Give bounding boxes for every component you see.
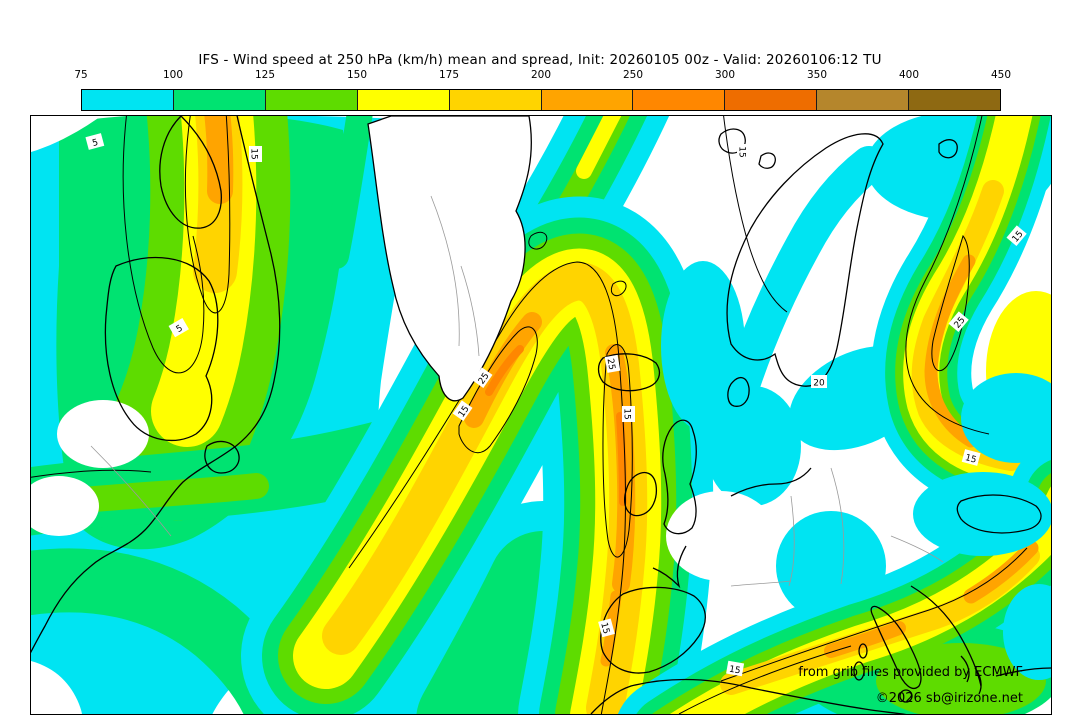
svg-text:15: 15 (598, 622, 611, 636)
colorbar-segment-400-450 (909, 90, 1001, 110)
coastline-iceland (597, 353, 660, 392)
coastline-sardinia (853, 661, 865, 681)
colorbar-tick-400: 400 (898, 69, 920, 81)
coastline-denmark (727, 377, 750, 407)
svg-text:15: 15 (728, 665, 741, 677)
colorbar-segment-300-350 (725, 90, 818, 110)
spread-contour-label: 15 (249, 146, 262, 162)
colorbar-tick-300: 300 (714, 69, 736, 81)
coastline-europe-north (730, 467, 812, 497)
map-area: 5 15 5 15 25 15 25 15 20 25 15 15 15 15 from grib fil… (30, 115, 1052, 715)
spread-contour-label: 15 (726, 660, 745, 677)
spread-contour-label: 25 (605, 354, 621, 373)
attribution-copyright: ©2026 sb@irizone.net (875, 691, 1023, 706)
colorbar-segment-350-400 (817, 90, 910, 110)
colorbar-ticks: 75 100 125 150 175 200 250 300 350 400 450 (74, 69, 1011, 84)
coastline-great-britain (662, 419, 697, 535)
spread-contour-label: 5 (85, 133, 105, 150)
country-borders (90, 265, 944, 587)
attribution-ecmwf: from grib files provided by ECMWF (798, 665, 1023, 680)
coastlines (31, 116, 1051, 714)
colorbar-tick-200: 200 (530, 69, 552, 81)
svg-text:5: 5 (175, 324, 185, 336)
svg-text:15: 15 (249, 148, 259, 159)
coastline-ireland (624, 471, 658, 517)
colorbar-segment-200-250 (541, 90, 634, 110)
coastline-north-africa (590, 678, 907, 714)
svg-text:20: 20 (813, 379, 825, 389)
colorbar-tick-250: 250 (622, 69, 644, 81)
coastline-italy (870, 605, 922, 690)
svg-text:15: 15 (622, 408, 632, 419)
colorbar-tick-125: 125 (254, 69, 276, 81)
colorbar-segment-125-150 (265, 90, 358, 110)
coastline-baffin-island (159, 116, 222, 229)
colorbar-tick-75: 75 (74, 69, 88, 81)
colorbar-tick-150: 150 (346, 69, 368, 81)
colorbar-segment-100-125 (173, 90, 266, 110)
coastline-newfoundland (204, 440, 240, 474)
colorbar-swatches (81, 89, 1001, 111)
svg-text:15: 15 (964, 453, 978, 466)
svg-text:5: 5 (91, 138, 99, 149)
colorbar-tick-450: 450 (990, 69, 1012, 81)
svg-text:15: 15 (737, 146, 747, 157)
colorbar-segment-250-300 (633, 90, 726, 110)
spread-contour-label: 15 (622, 406, 635, 422)
spread-contour-label: 20 (811, 375, 827, 389)
coastline-greenland (367, 116, 532, 402)
coastline-hudson-bay (104, 256, 219, 442)
spread-contour-label: 15 (961, 449, 981, 466)
coastline-iberia (600, 586, 706, 674)
coastline-turkey (995, 667, 1051, 677)
spread-contour-label: 15 (737, 144, 750, 160)
svg-text:25: 25 (605, 358, 617, 371)
coastline-france (652, 545, 687, 589)
colorbar-segment-175-200 (449, 90, 542, 110)
coastline-scandinavia (726, 133, 884, 387)
colorbar-segment-150-175 (357, 90, 450, 110)
spread-contour-label: 15 (598, 618, 615, 638)
colorbar-tick-350: 350 (806, 69, 828, 81)
coastline-sicily (899, 689, 913, 703)
spread-contour-label: 5 (168, 317, 189, 338)
coastline-north-america (31, 116, 281, 654)
coastline-black-sea (956, 494, 1042, 534)
chart-title: IFS - Wind speed at 250 hPa (km/h) mean … (198, 52, 882, 68)
colorbar-segment-75-100 (82, 90, 174, 110)
colorbar-tick-100: 100 (162, 69, 184, 81)
colorbar-tick-175: 175 (438, 69, 460, 81)
wind-speed-shading (31, 116, 1051, 714)
coastline-corsica (858, 643, 868, 659)
